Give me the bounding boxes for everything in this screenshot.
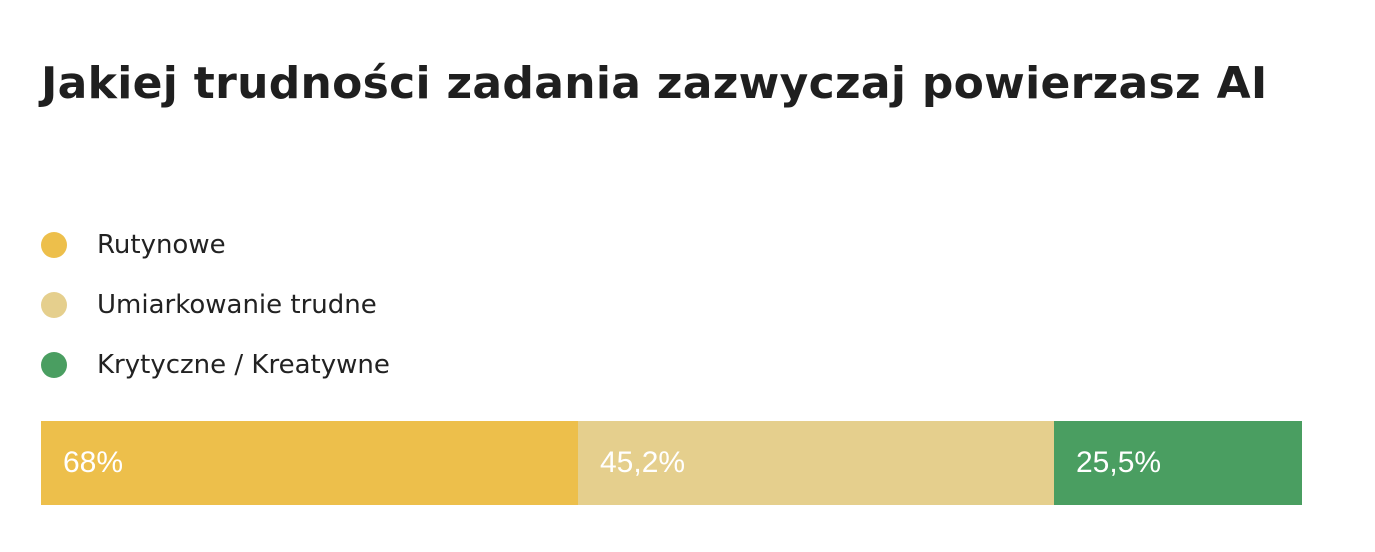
legend-dot-icon bbox=[41, 292, 67, 318]
chart-title: Jakiej trudności zadania zazwyczaj powie… bbox=[41, 58, 1268, 109]
stacked-bar: 68% 45,2% 25,5% bbox=[41, 421, 1302, 505]
legend-label: Umiarkowanie trudne bbox=[97, 290, 377, 320]
legend-label: Krytyczne / Kreatywne bbox=[97, 350, 390, 380]
bar-segment-krytyczne: 25,5% bbox=[1054, 421, 1302, 505]
legend-item-rutynowe: Rutynowe bbox=[41, 215, 390, 275]
legend-item-krytyczne: Krytyczne / Kreatywne bbox=[41, 335, 390, 395]
legend-item-umiarkowanie: Umiarkowanie trudne bbox=[41, 275, 390, 335]
bar-segment-rutynowe: 68% bbox=[41, 421, 578, 505]
data-label: 68% bbox=[63, 446, 124, 479]
legend-label: Rutynowe bbox=[97, 230, 226, 260]
data-label: 25,5% bbox=[1076, 446, 1162, 479]
data-label: 45,2% bbox=[600, 446, 686, 479]
legend-dot-icon bbox=[41, 352, 67, 378]
legend-dot-icon bbox=[41, 232, 67, 258]
bar-segment-umiarkowanie: 45,2% bbox=[578, 421, 1054, 505]
legend: Rutynowe Umiarkowanie trudne Krytyczne /… bbox=[41, 215, 390, 395]
